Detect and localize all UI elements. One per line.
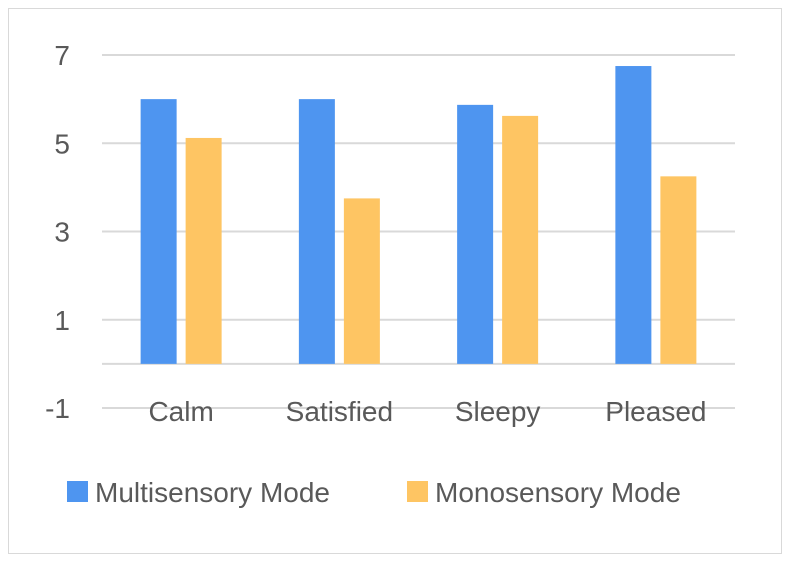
x-tick-label: Calm [148,396,213,427]
bar-sleepy-monosensory [502,115,539,364]
y-tick-label: 7 [54,40,70,71]
x-axis-labels: Calm Satisfied Sleepy Pleased [148,396,706,427]
bars [140,66,697,364]
legend-label: Monosensory Mode [435,477,681,508]
y-tick-label: -1 [45,393,70,424]
bar-satisfied-multisensory [298,99,335,364]
legend-swatch [407,481,428,502]
y-axis-ticks: -1 1 3 5 7 [45,40,70,424]
x-tick-label: Pleased [605,396,706,427]
legend-swatch [67,481,88,502]
y-tick-label: 1 [54,305,70,336]
bar-pleased-monosensory [660,176,697,364]
bar-sleepy-multisensory [457,104,494,364]
y-tick-label: 5 [54,128,70,159]
chart-frame [8,8,782,554]
y-tick-label: 3 [54,217,70,248]
x-tick-label: Sleepy [455,396,541,427]
bar-calm-multisensory [140,99,177,364]
x-tick-label: Satisfied [286,396,393,427]
bar-calm-monosensory [185,137,222,364]
legend: Multisensory Mode Monosensory Mode [67,477,681,508]
legend-label: Multisensory Mode [95,477,330,508]
bar-satisfied-monosensory [343,198,380,364]
bar-pleased-multisensory [615,66,652,364]
